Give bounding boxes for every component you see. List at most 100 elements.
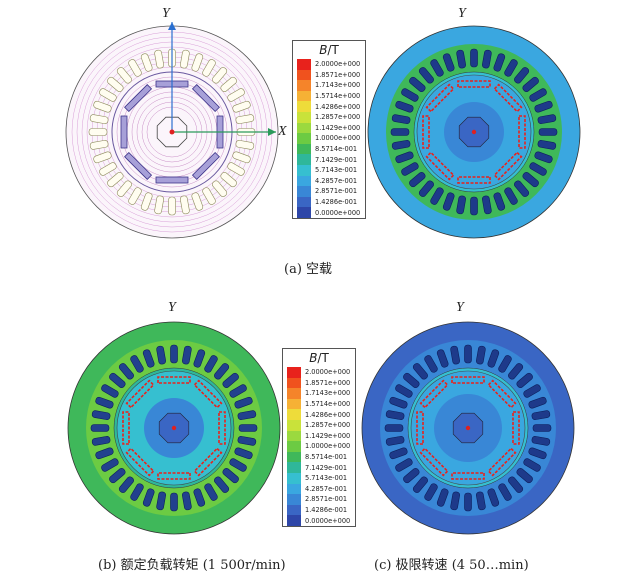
stator-slot bbox=[403, 372, 420, 388]
stator-slot bbox=[493, 192, 506, 211]
stator-slot bbox=[531, 410, 551, 420]
stator-slot bbox=[140, 53, 153, 72]
center-marker bbox=[471, 129, 477, 135]
stator-slot bbox=[476, 345, 486, 365]
stator-slot bbox=[538, 128, 558, 136]
stator-slot bbox=[237, 410, 257, 420]
stator-slot bbox=[222, 468, 239, 484]
stator-slot bbox=[436, 349, 449, 368]
stator-slot bbox=[90, 424, 110, 432]
stator-slot bbox=[403, 468, 420, 484]
legend-value: 8.5714e-001 bbox=[315, 145, 358, 154]
legend-value: 7.1429e-001 bbox=[305, 463, 348, 472]
legend-entry: 1.1429e+000 bbox=[293, 122, 365, 134]
stator-slot bbox=[508, 363, 524, 380]
legend-swatch bbox=[287, 430, 301, 442]
legend-value: 0.0000e+000 bbox=[315, 208, 361, 217]
legend-value: 1.5714e+000 bbox=[315, 92, 361, 101]
legend-value: 4.2857e-001 bbox=[305, 484, 348, 493]
rotor-magnet bbox=[493, 151, 523, 181]
stator-slot bbox=[156, 491, 166, 511]
stator-slot bbox=[95, 447, 114, 460]
legend-entry: 4.2857e-001 bbox=[293, 175, 365, 187]
stator-slot bbox=[212, 67, 228, 84]
stator-slot bbox=[390, 128, 410, 136]
legend-swatch bbox=[287, 515, 301, 526]
legend-value: 2.8571e-001 bbox=[305, 495, 348, 504]
legend-entry: 1.0000e+000 bbox=[283, 441, 355, 452]
legend-swatch bbox=[287, 451, 301, 463]
stator-slot bbox=[516, 372, 533, 388]
rotor-magnet bbox=[487, 379, 517, 409]
legend-swatch bbox=[297, 196, 311, 208]
rotor-magnet bbox=[125, 379, 155, 409]
stator-slot bbox=[391, 114, 411, 124]
stator-slot bbox=[424, 355, 438, 373]
stator-slot bbox=[101, 384, 119, 398]
legend-swatch bbox=[287, 377, 301, 389]
stator-slot bbox=[418, 67, 434, 84]
stator-slot bbox=[464, 492, 472, 512]
legend-swatch bbox=[297, 154, 311, 165]
rotor-magnet bbox=[493, 83, 523, 113]
stator-slot bbox=[101, 458, 119, 472]
stator-slot bbox=[504, 59, 518, 77]
stator-slot bbox=[202, 59, 216, 77]
stator-slot bbox=[514, 67, 530, 84]
legend-swatch bbox=[297, 207, 311, 218]
legend-entry: 5.7143e-001 bbox=[283, 472, 355, 484]
legend-value: 1.0000e+000 bbox=[315, 134, 361, 143]
stator-slot bbox=[91, 410, 111, 420]
legend-entry: 1.7143e+000 bbox=[283, 388, 355, 399]
stator-slot bbox=[442, 192, 455, 211]
legend-value: 1.1429e+000 bbox=[305, 431, 351, 440]
stator-slot bbox=[116, 180, 132, 197]
stator-slot bbox=[93, 151, 112, 164]
legend-value: 0.0000e+000 bbox=[305, 516, 351, 525]
legend-swatch bbox=[297, 59, 311, 70]
legend-value: 2.0000e+000 bbox=[305, 368, 351, 377]
stator-slot bbox=[220, 172, 237, 188]
legend-entry: 1.8571e+000 bbox=[283, 377, 355, 389]
stator-slot bbox=[193, 488, 206, 507]
stator-slot bbox=[227, 88, 245, 102]
legend-swatch bbox=[287, 441, 301, 452]
rotor-magnet bbox=[457, 80, 491, 88]
y-axis-label-b: Y bbox=[168, 300, 176, 315]
legend-value: 2.0000e+000 bbox=[315, 60, 361, 69]
stator-slot bbox=[385, 410, 405, 420]
stator-slot bbox=[232, 151, 251, 164]
stator-slot bbox=[528, 396, 547, 409]
stator-slot bbox=[529, 88, 547, 102]
stator-slot bbox=[89, 114, 109, 124]
legend-entry: 1.7143e+000 bbox=[293, 80, 365, 91]
rotor-magnet bbox=[487, 447, 517, 477]
stator-slot bbox=[395, 151, 414, 164]
stator-slot bbox=[130, 483, 144, 501]
legend-title: B/T bbox=[319, 43, 339, 57]
stator-slot bbox=[116, 67, 132, 84]
stator-slot bbox=[202, 187, 216, 205]
stator-slot bbox=[191, 192, 204, 211]
stator-slot bbox=[234, 396, 253, 409]
legend-swatch bbox=[287, 388, 301, 399]
stator-slot bbox=[88, 128, 108, 136]
stator-slot bbox=[498, 355, 512, 373]
flux-line-plot-no-load bbox=[62, 22, 282, 242]
legend-entry: 1.1429e+000 bbox=[283, 430, 355, 442]
rotor-magnet bbox=[518, 115, 526, 149]
stator-slot bbox=[531, 436, 551, 446]
legend-entry: 1.5714e+000 bbox=[283, 398, 355, 410]
legend-entry: 1.0000e+000 bbox=[293, 133, 365, 144]
stator-slot bbox=[109, 468, 126, 484]
stator-slot bbox=[182, 491, 192, 511]
stator-slot bbox=[214, 363, 230, 380]
stator-slot bbox=[107, 76, 124, 92]
rotor-magnet bbox=[512, 411, 520, 445]
legend-value: 4.2857e-001 bbox=[315, 176, 358, 185]
legend-entry: 1.4286e+000 bbox=[283, 409, 355, 420]
legend-entry: 8.5714e-001 bbox=[283, 451, 355, 463]
legend-value: 1.1429e+000 bbox=[315, 123, 361, 132]
stator-slot bbox=[109, 372, 126, 388]
flux-density-legend-bottom: B/T 2.0000e+000 1.8571e+000 1.7143e+000 1.5… bbox=[282, 348, 356, 527]
